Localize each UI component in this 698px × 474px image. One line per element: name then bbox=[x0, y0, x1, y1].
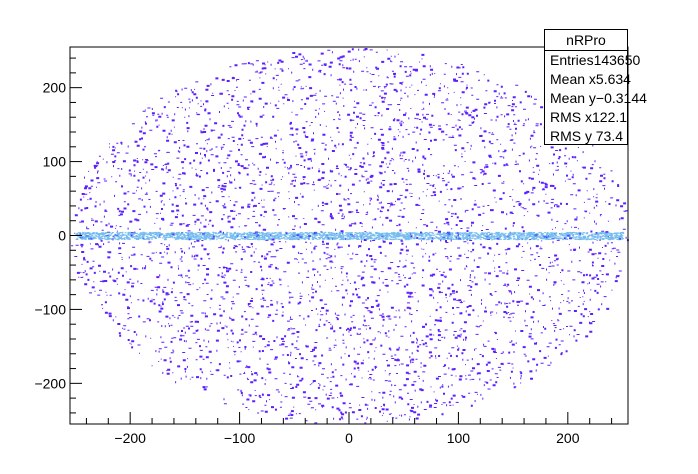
scatter-bins bbox=[71, 48, 629, 424]
stats-label: Mean y bbox=[550, 90, 596, 106]
y-tick-label: −200 bbox=[34, 375, 66, 391]
stats-label: Entries bbox=[550, 52, 594, 68]
stats-label: RMS y bbox=[550, 128, 592, 144]
stats-value: 5.634 bbox=[595, 71, 631, 87]
x-axis: −200 −100 0 100 200 bbox=[85, 412, 613, 446]
y-tick-label: −100 bbox=[34, 301, 66, 317]
x-tick-label: −200 bbox=[114, 430, 146, 446]
stats-value: 143650 bbox=[593, 52, 641, 68]
scatter-points bbox=[71, 48, 629, 424]
stats-title: nRPro bbox=[545, 30, 627, 51]
stats-row-rms-y: RMS y 73.4 bbox=[545, 127, 627, 146]
stats-row-mean-x: Mean x 5.634 bbox=[545, 70, 631, 89]
stats-value: 73.4 bbox=[595, 128, 623, 144]
stats-label: RMS x bbox=[550, 109, 592, 125]
stats-row-entries: Entries 143650 bbox=[545, 51, 640, 70]
stats-row-mean-y: Mean y −0.3144 bbox=[545, 89, 647, 108]
stats-box: nRPro Entries 143650 Mean x 5.634 Mean y… bbox=[544, 29, 647, 146]
stats-value: −0.3144 bbox=[595, 90, 647, 106]
stats-row-rms-x: RMS x 122.1 bbox=[545, 108, 627, 127]
x-tick-label: −100 bbox=[224, 430, 256, 446]
y-tick-label: 100 bbox=[43, 154, 67, 170]
y-tick-label: 200 bbox=[43, 80, 67, 96]
y-axis: −200 −100 0 100 200 bbox=[34, 57, 82, 414]
x-tick-label: 100 bbox=[447, 430, 471, 446]
x-tick-label: 0 bbox=[345, 430, 353, 446]
stats-label: Mean x bbox=[550, 71, 596, 87]
stats-value: 122.1 bbox=[592, 109, 628, 125]
x-tick-label: 200 bbox=[556, 430, 580, 446]
dense-band bbox=[75, 231, 625, 241]
y-tick-label: 0 bbox=[58, 228, 66, 244]
